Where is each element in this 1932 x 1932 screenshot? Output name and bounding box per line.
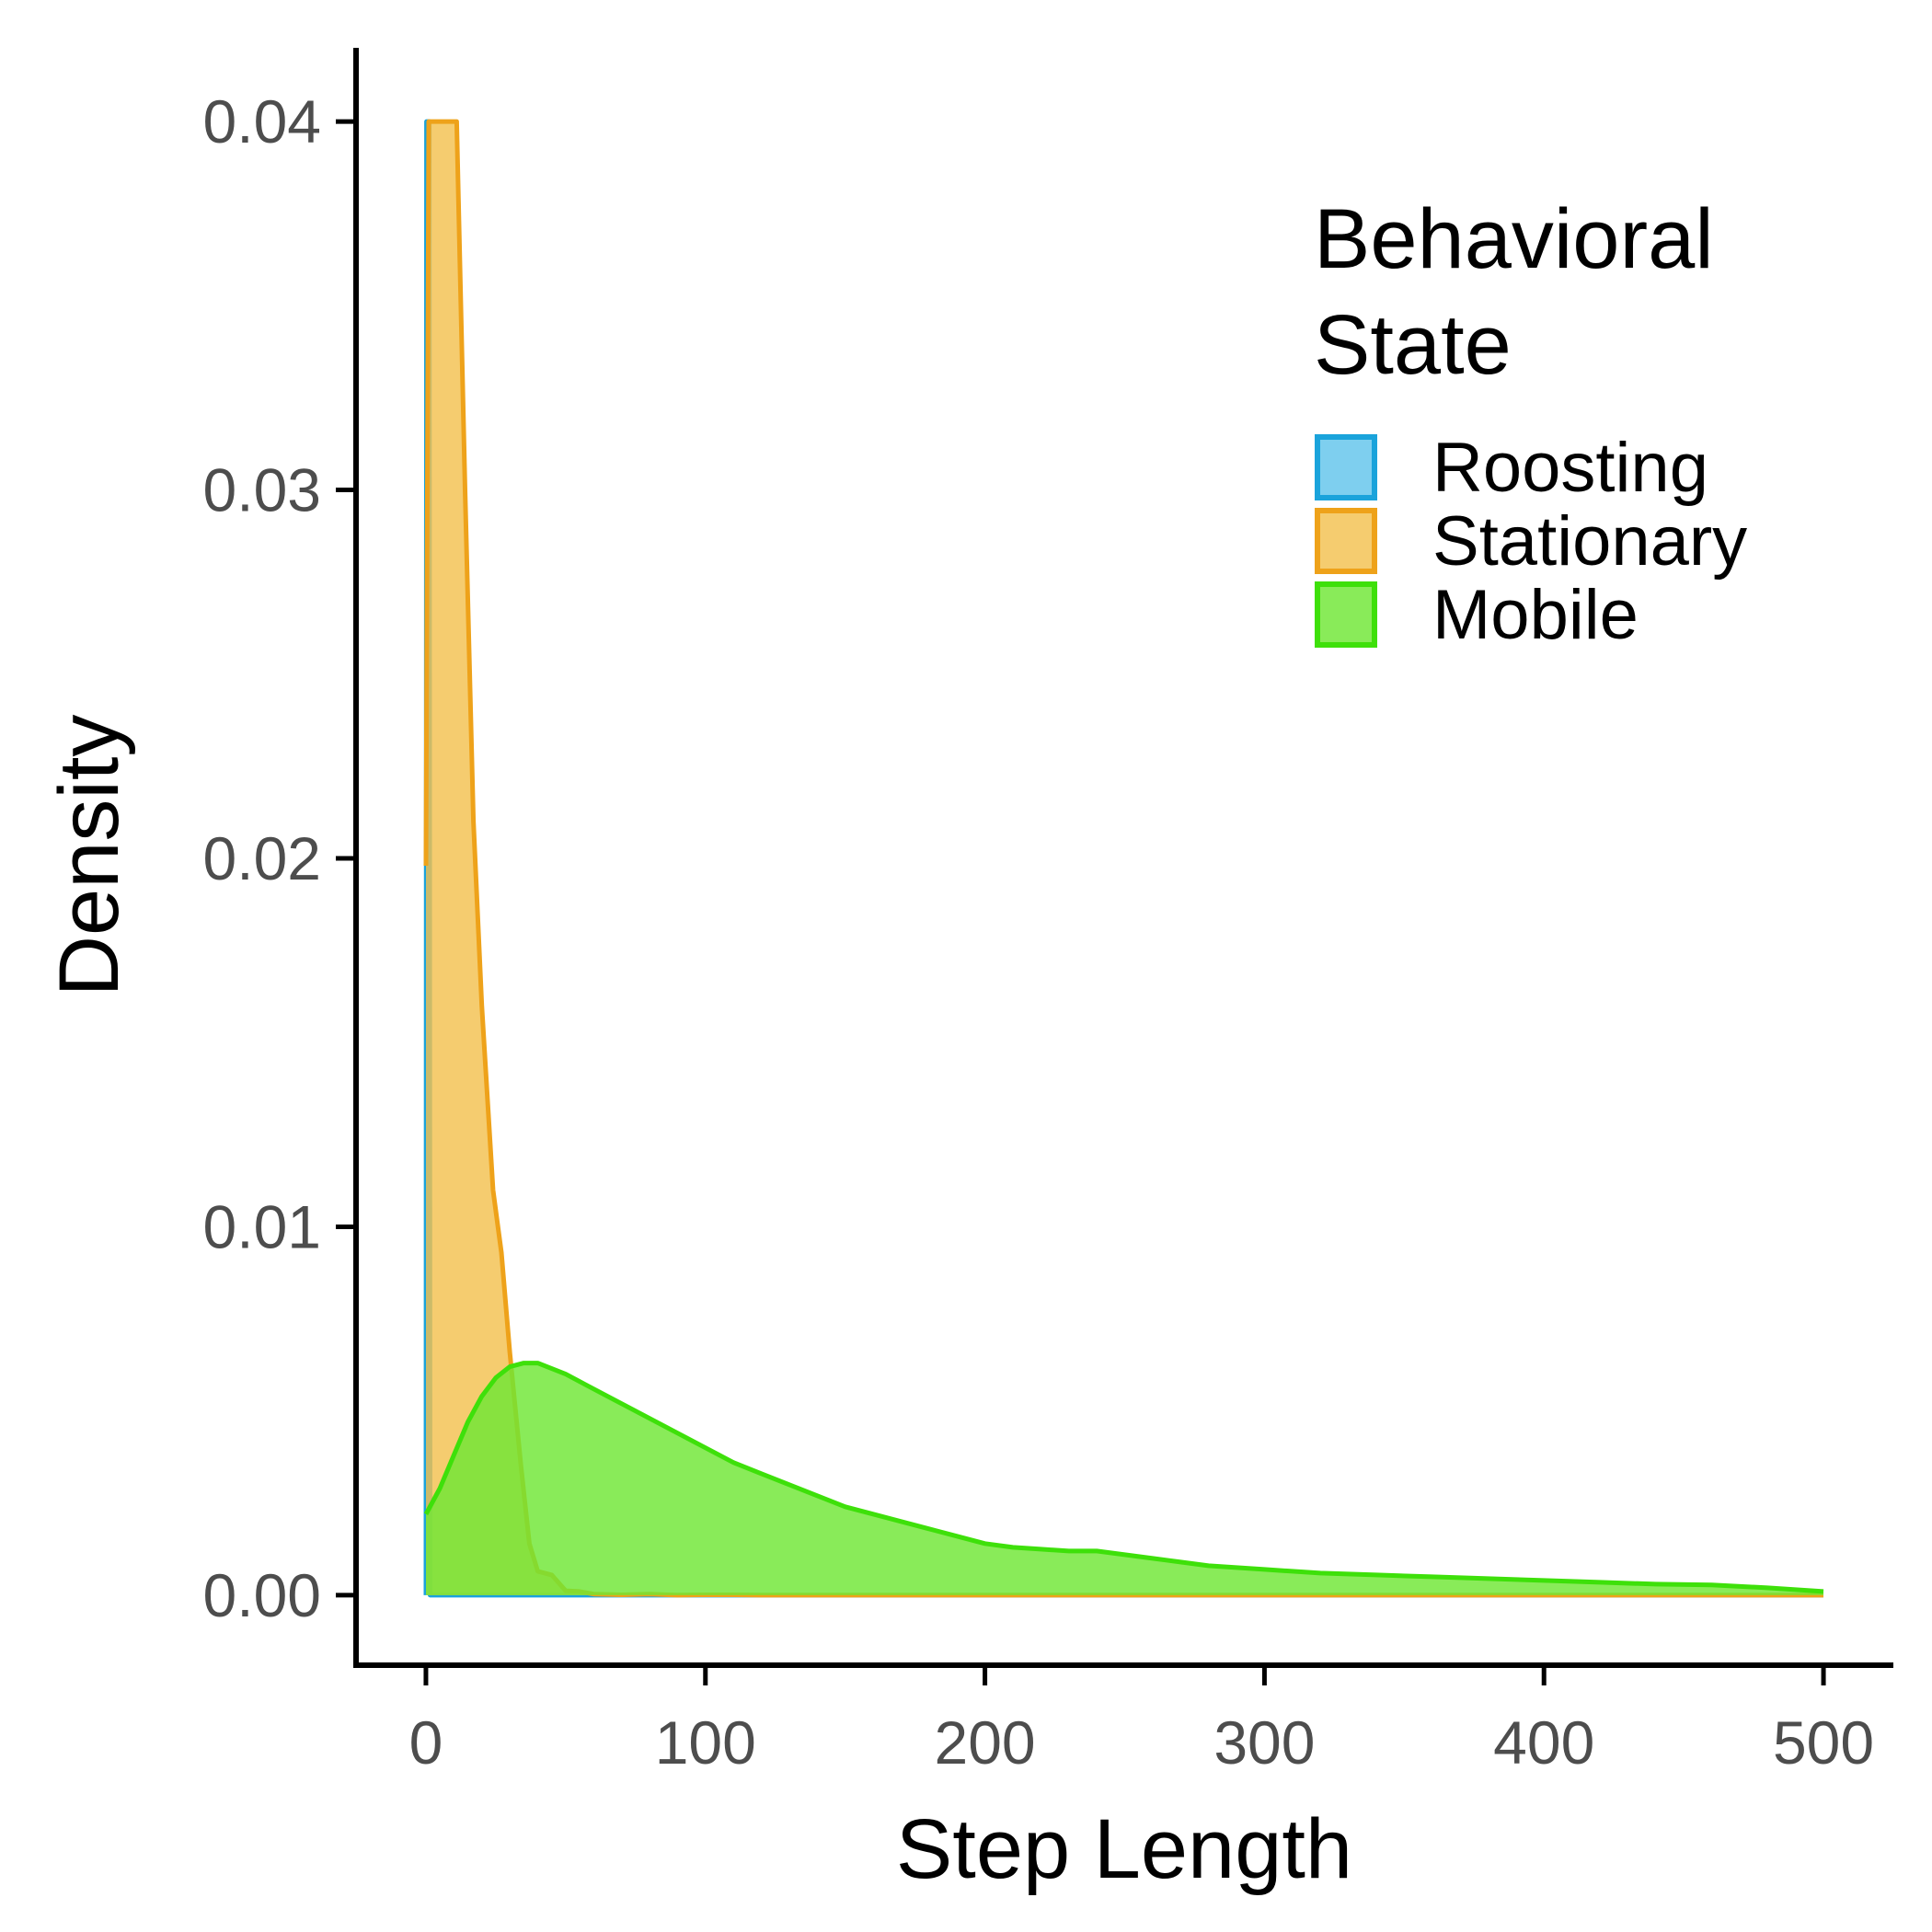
x-tick-label: 300 xyxy=(1213,1708,1315,1777)
y-ticks: 0.00 0.01 0.02 0.03 0.04 xyxy=(203,87,356,1629)
legend-key-roosting xyxy=(1315,434,1377,500)
y-tick-label: 0.01 xyxy=(203,1192,321,1260)
x-tick-label: 500 xyxy=(1773,1708,1874,1777)
legend-key-mobile xyxy=(1315,581,1377,648)
density-area-stationary xyxy=(426,121,1823,1595)
y-tick-label: 0.04 xyxy=(203,87,321,155)
x-tick-label: 400 xyxy=(1493,1708,1594,1777)
plot-area xyxy=(423,119,1824,1598)
legend-title-line-1: Behavioral xyxy=(1314,192,1714,286)
density-area-mobile xyxy=(426,1363,1823,1595)
y-tick-label: 0.02 xyxy=(203,824,321,892)
density-line-roosting xyxy=(423,119,1823,1598)
y-axis-title: Density xyxy=(42,715,136,997)
y-tick-label: 0.03 xyxy=(203,456,321,524)
x-tick-label: 0 xyxy=(409,1708,443,1777)
x-ticks: 0 100 200 300 400 500 xyxy=(409,1665,1874,1777)
axes: 0.00 0.01 0.02 0.03 0.04 0 100 200 300 400 500 xyxy=(203,48,1893,1777)
legend-title-line-2: State xyxy=(1314,298,1512,392)
legend-label-roosting: Roosting xyxy=(1432,429,1708,507)
legend-key-stationary xyxy=(1315,508,1377,574)
x-tick-label: 200 xyxy=(935,1708,1036,1777)
legend-label-stationary: Stationary xyxy=(1432,502,1747,581)
density-area-roosting xyxy=(426,121,1823,1595)
density-line-stationary xyxy=(423,119,1823,1598)
y-tick-label: 0.00 xyxy=(203,1561,321,1629)
legend: Behavioral State RoostingStationaryMobil… xyxy=(1314,192,1747,654)
density-line-mobile xyxy=(423,1361,1824,1594)
x-axis-title: Step Length xyxy=(896,1802,1352,1896)
x-tick-label: 100 xyxy=(655,1708,756,1777)
legend-label-mobile: Mobile xyxy=(1432,576,1639,654)
